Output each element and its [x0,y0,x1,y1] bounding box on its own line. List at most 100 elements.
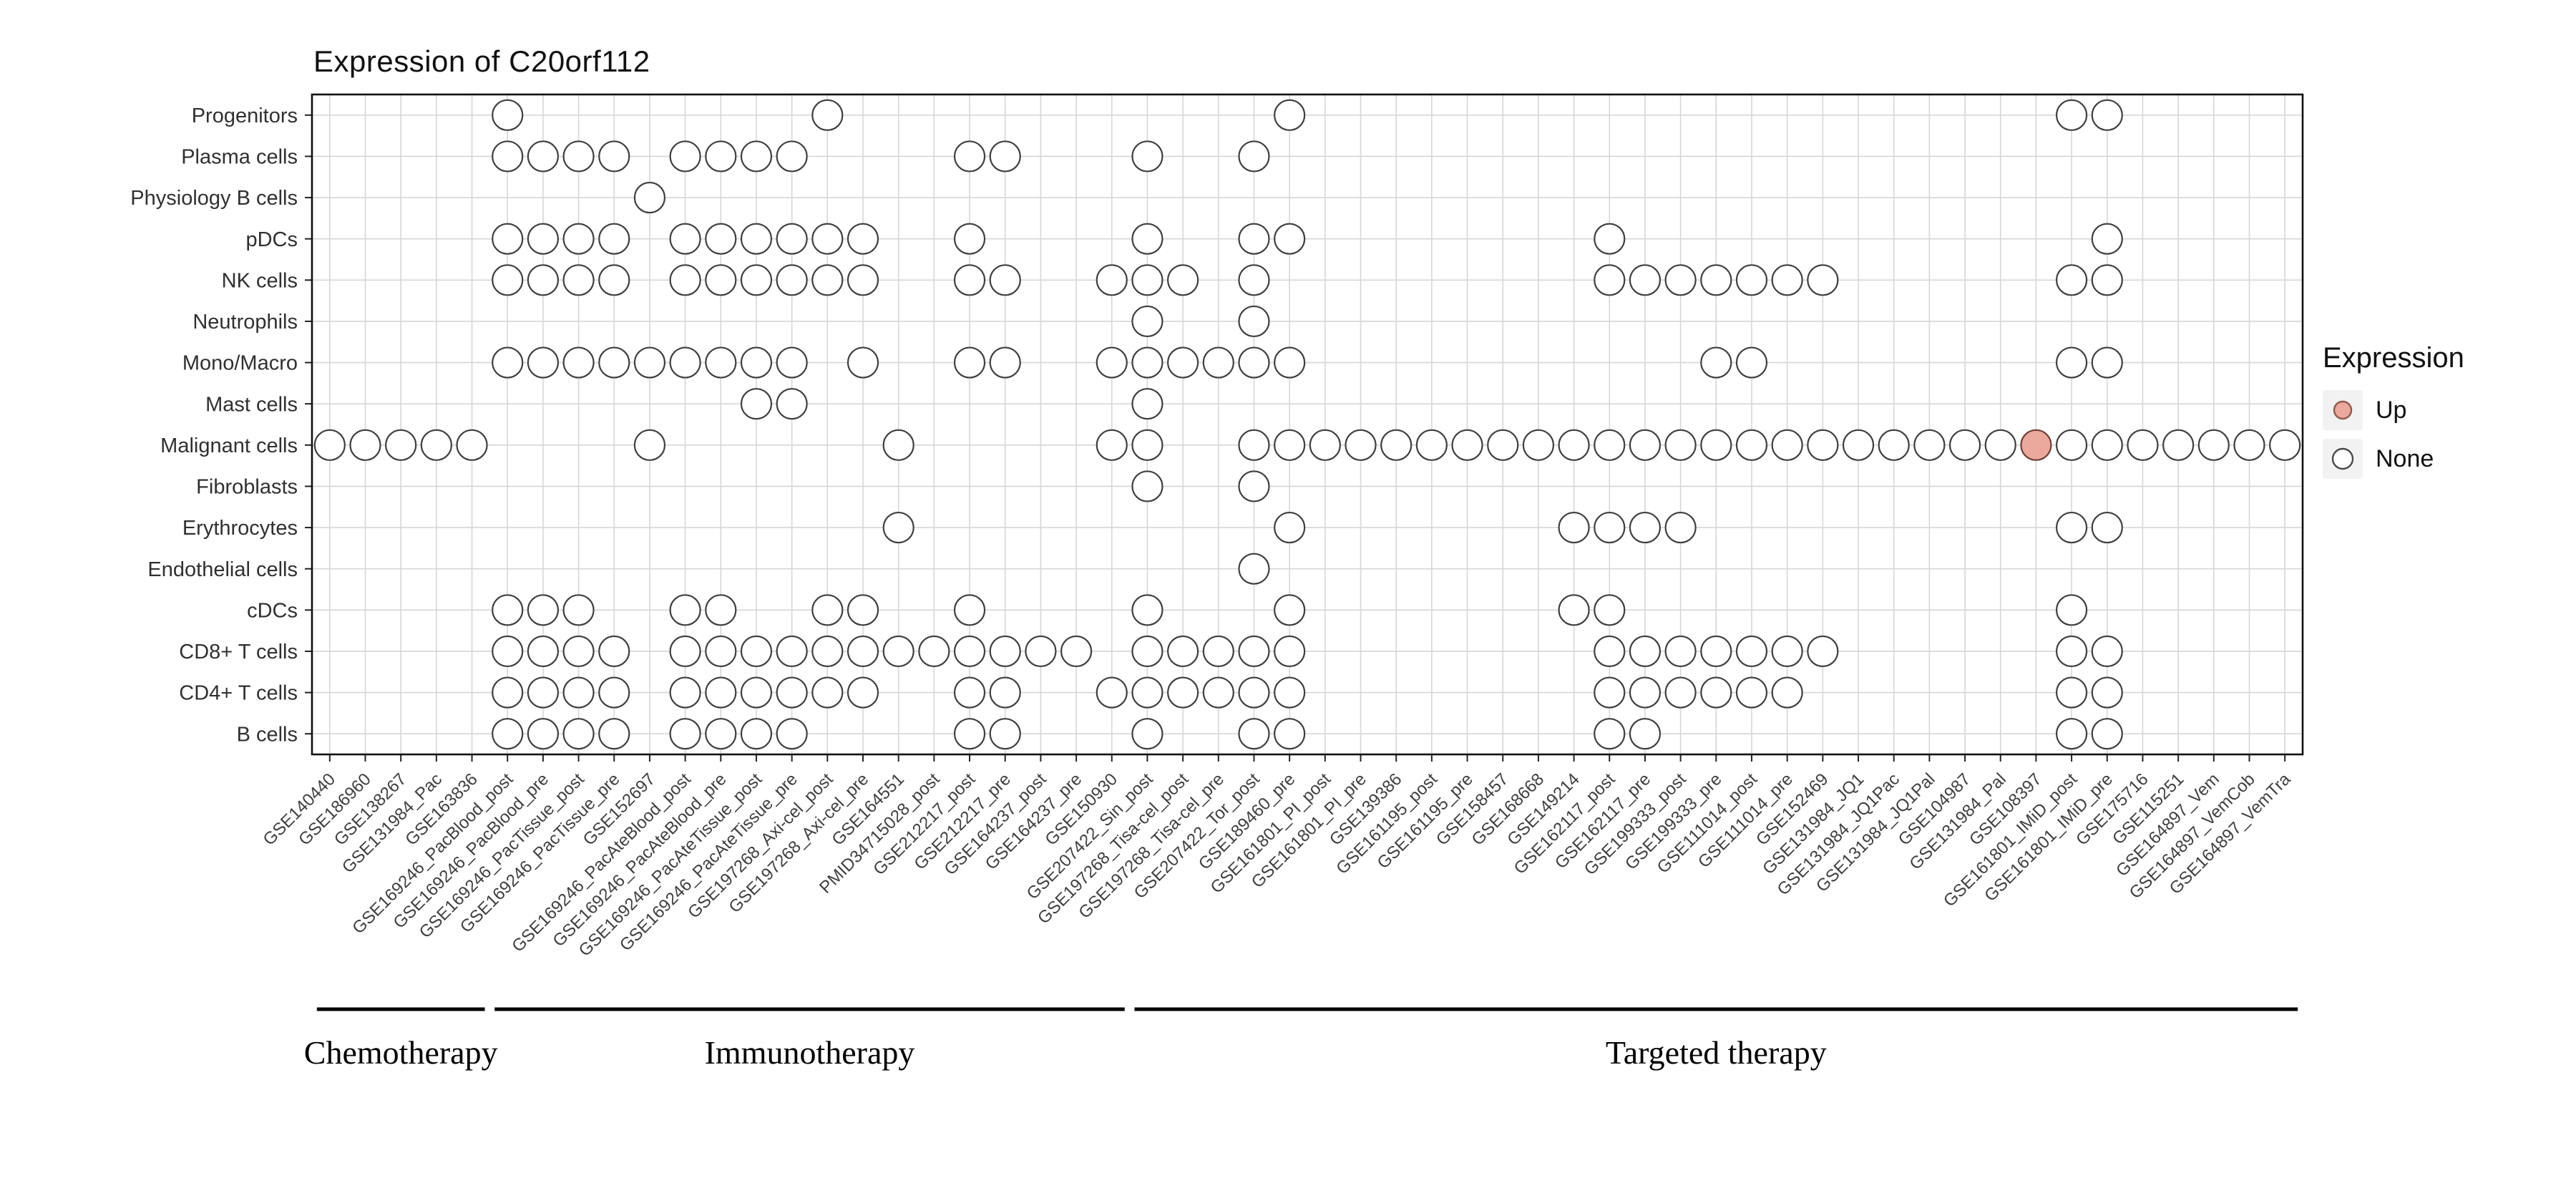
dot-none [1594,223,1626,255]
dot-none [2127,429,2159,461]
dot-none [989,676,1021,709]
dot-none [598,264,630,296]
dot-none [1522,429,1555,461]
dot-none [562,223,595,255]
none-dot-circle [2331,447,2354,470]
y-axis-label: cDCs [247,599,298,622]
dot-none [1131,429,1163,461]
dot-none [1594,594,1626,626]
dot-none [1629,635,1662,668]
dot-none [1735,429,1768,461]
dot-none [1984,429,2016,461]
dot-none [1131,635,1163,668]
dot-none [989,635,1021,668]
dot-none [918,635,950,668]
group-label: Chemotherapy [304,1034,498,1071]
dot-none [989,718,1021,750]
dot-none [1131,594,1163,626]
dot-none [633,181,666,214]
x-axis-labels: GSE140440GSE186960GSE138267GSE131984_Pac… [260,769,2295,961]
dot-none [776,676,808,709]
dot-none [527,594,560,626]
dot-none [1629,511,1662,544]
dot-none [2269,429,2301,461]
dot-none [527,676,560,709]
dot-none [1594,429,1626,461]
dot-none [776,346,808,379]
dot-none [669,264,701,296]
dot-none [705,223,737,255]
dot-none [669,718,701,750]
dot-none [1629,718,1662,750]
dot-none [1345,429,1377,461]
legend: Expression Up None [2323,342,2464,487]
y-axis-label: Plasma cells [181,146,298,169]
dot-none [1131,718,1163,750]
dot-none [1238,676,1270,709]
dot-none [811,223,844,255]
dot-none [1131,676,1163,709]
dot-none [633,429,666,461]
dot-none [1807,429,1839,461]
dot-none [1664,264,1697,296]
dot-none [1202,346,1234,379]
legend-title: Expression [2323,342,2464,374]
dot-none [1415,429,1448,461]
dot-none [1771,676,1803,709]
dot-none [492,718,524,750]
dot-none [2091,223,2123,255]
dot-none [2197,429,2230,461]
dot-none [1131,470,1163,502]
dot-none [847,264,879,296]
dot-none [2091,264,2123,296]
dot-none [527,718,560,750]
y-axis-label: pDCs [245,228,298,251]
dot-none [598,718,630,750]
dot-none [562,635,595,668]
dot-none [1060,635,1093,668]
y-axis-label: Malignant cells [160,434,298,457]
dot-none [1807,635,1839,668]
dot-none [562,140,595,172]
dot-none [562,676,595,709]
expression-dots [313,99,2301,750]
dot-none [2055,264,2088,296]
dot-none [2055,429,2088,461]
dot-none [598,223,630,255]
dot-none [776,140,808,172]
dot-none [1131,140,1163,172]
y-axis-label: Fibroblasts [196,476,298,499]
dot-none [669,140,701,172]
dot-none [1274,511,1306,544]
dot-none [420,429,452,461]
dot-none [953,346,986,379]
dot-none [776,223,808,255]
y-axis-label: Erythrocytes [182,517,298,540]
dot-none [811,99,844,131]
y-axis-label: Mono/Macro [182,352,298,375]
dot-none [1238,635,1270,668]
dot-none [1167,346,1199,379]
dot-none [1594,511,1626,544]
dot-none [1700,635,1732,668]
dot-none [1735,676,1768,709]
dot-none [1594,718,1626,750]
dot-none [1096,676,1128,709]
dot-none [598,635,630,668]
dot-none [1274,594,1306,626]
none-dot-icon [2323,439,2363,479]
dot-none [385,429,417,461]
dot-none [1629,429,1662,461]
dot-none [2091,346,2123,379]
dot-none [1735,346,1768,379]
dot-none [527,635,560,668]
legend-item-label: Up [2376,396,2407,424]
dot-none [2091,718,2123,750]
dot-none [1238,305,1270,338]
dot-none [882,429,914,461]
dot-none [1309,429,1341,461]
dot-none [562,346,595,379]
dot-none [492,676,524,709]
dot-none [811,594,844,626]
